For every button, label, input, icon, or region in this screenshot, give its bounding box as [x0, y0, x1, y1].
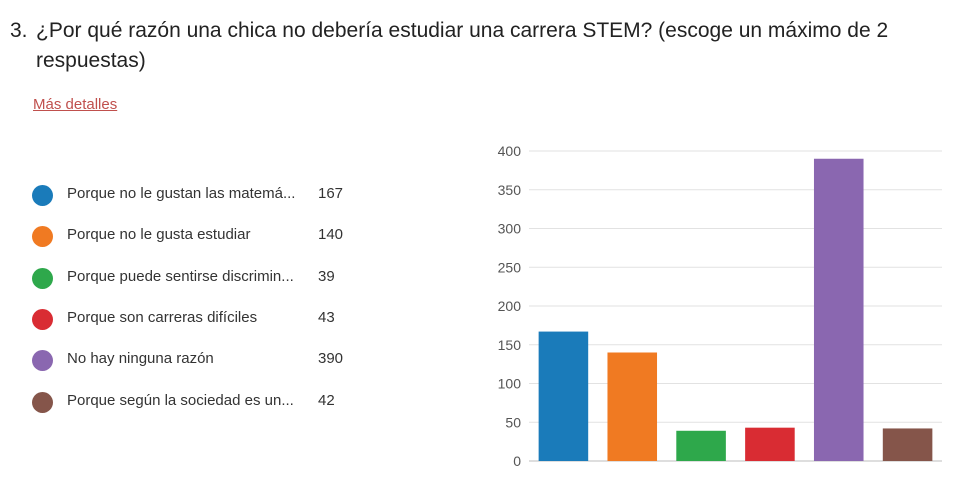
bar	[607, 352, 658, 461]
bar-chart: 0 50 100 150 200 250 300 350 400	[498, 143, 942, 469]
legend-label: Porque no le gusta estudiar	[67, 226, 251, 243]
y-tick-label: 150	[498, 337, 522, 353]
legend-item: Porque puede sentirse discrimin... 39	[32, 259, 372, 300]
legend-label: Porque según la sociedad es un...	[67, 392, 294, 409]
legend-item: Porque según la sociedad es un... 42	[32, 383, 372, 424]
more-details-link[interactable]: Más detalles	[33, 96, 118, 113]
legend-swatch	[32, 226, 53, 247]
legend-item: No hay ninguna razón 390	[32, 341, 372, 382]
y-tick-label: 100	[498, 376, 522, 392]
bar	[745, 427, 795, 461]
legend-item: Porque no le gustan las matemá... 167	[32, 176, 372, 217]
legend-item: Porque no le gusta estudiar 140	[32, 217, 372, 258]
legend-count: 39	[318, 268, 335, 285]
legend-count: 140	[318, 226, 344, 243]
legend-count: 390	[318, 350, 344, 367]
bar	[676, 430, 726, 461]
legend-label: Porque no le gustan las matemá...	[67, 185, 296, 202]
y-tick-label: 0	[513, 453, 521, 469]
legend-swatch	[32, 392, 53, 413]
legend-count: 167	[318, 185, 344, 202]
legend-swatch	[32, 309, 53, 330]
legend-label: Porque puede sentirse discrimin...	[67, 268, 294, 285]
y-tick-label: 50	[505, 414, 521, 430]
y-tick-label: 400	[498, 143, 522, 159]
question-text: ¿Por qué razón una chica no debería estu…	[36, 19, 889, 72]
legend-count: 42	[318, 392, 335, 409]
y-tick-label: 300	[498, 221, 522, 237]
question-number: 3.	[10, 19, 28, 42]
legend-label: No hay ninguna razón	[67, 350, 214, 367]
legend-label: Porque son carreras difíciles	[67, 309, 258, 326]
y-tick-label: 350	[498, 182, 522, 198]
legend-swatch	[32, 268, 53, 289]
legend-count: 43	[318, 309, 335, 326]
legend-swatch	[32, 350, 53, 371]
legend-swatch	[32, 185, 53, 206]
bar	[538, 331, 589, 461]
y-tick-label: 250	[498, 259, 522, 275]
bar	[813, 158, 864, 461]
bar	[882, 428, 933, 461]
y-tick-label: 200	[498, 298, 522, 314]
legend-item: Porque son carreras difíciles 43	[32, 300, 372, 341]
